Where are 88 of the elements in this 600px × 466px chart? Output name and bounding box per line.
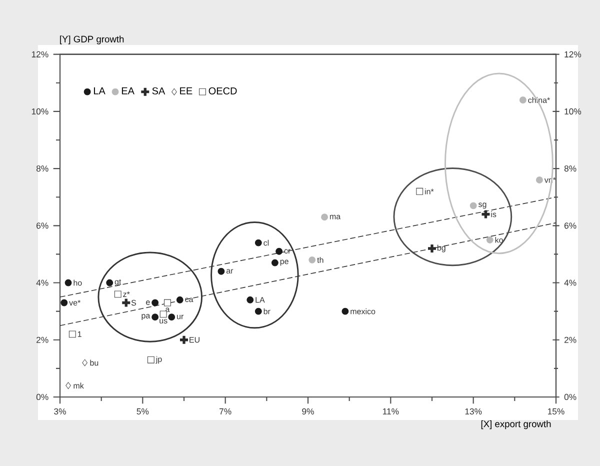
point [160,310,167,318]
x-tick-label: 15% [548,408,564,414]
annotation: EU [190,337,200,343]
y-tick-label: 6% [36,222,48,229]
y-tick-label: 8% [36,165,48,172]
annotation: ve* [69,300,81,306]
point [246,296,254,304]
point [470,202,477,210]
annotation: ko [495,236,503,243]
x-tick-label: 5% [136,408,149,414]
annotation: ur [177,314,184,320]
annotation: cl [264,240,269,246]
point [308,256,316,264]
point [342,308,349,315]
x-tick-label: 11% [382,408,399,414]
point [486,236,494,244]
y2-tick-label: 10% [564,108,582,114]
annotation: pe [280,260,288,266]
y-tick-label: 12% [32,51,48,58]
point [176,296,184,304]
y-tick-label: 2% [36,336,48,343]
annotation: br [264,308,270,314]
annotation: ar [226,269,234,274]
point [218,268,225,275]
point [120,297,132,308]
annotation: e [146,300,150,305]
annotation: sg [478,202,486,209]
point [480,208,492,220]
point [147,356,154,364]
annotation: S [131,300,136,306]
point [152,314,159,320]
annotation: bg [437,244,446,252]
legend-label: EA [122,87,134,94]
y2-tick-label: 6% [564,222,576,229]
annotation: jp [156,356,162,364]
point [271,259,278,266]
annotation: 1 [78,331,82,337]
point [68,330,76,338]
point [152,299,159,306]
legend-label: LA [94,87,106,94]
y-axis-title: [Y] GDP growth [60,36,124,44]
annotation: ma [330,214,341,220]
point [426,243,438,254]
point [114,290,122,298]
point [321,214,328,221]
point [416,188,424,195]
x-tick-label: 9% [302,408,314,414]
point [66,382,71,390]
legend-label: SA [152,87,166,94]
y2-tick-label: 12% [564,51,582,58]
point [164,299,171,306]
annotation: pa [142,314,150,320]
annotation: china* [528,97,550,103]
annotation: ho [74,280,82,286]
annotation: ca [185,298,194,302]
x-tick-label: 7% [220,408,232,414]
y2-tick-label: 0% [564,394,576,400]
point [276,248,283,255]
y-tick-label: 10% [32,108,48,114]
point [519,96,526,104]
point [254,308,262,315]
x-axis-title: [X] export growth [481,420,551,430]
point [106,279,114,286]
x-tick-label: 3% [54,408,66,414]
point [168,314,176,320]
annotation: in* [425,188,434,194]
point [64,279,72,286]
point [82,359,88,366]
point [254,239,262,246]
y2-tick-label: 4% [564,280,576,286]
y2-tick-label: 8% [564,165,576,172]
point [536,176,543,184]
annotation: bu [90,360,98,366]
legend-label: EE [180,87,192,94]
y-tick-label: 0% [36,394,48,400]
annotation: LA [256,297,265,303]
annotation: z* [123,291,130,297]
point [60,299,68,306]
x-tick-label: 13% [465,408,482,414]
annotation: us [160,319,168,324]
annotation: th [317,256,324,263]
point [178,334,190,346]
y-tick-label: 4% [36,280,48,286]
y2-tick-label: 2% [564,336,576,343]
legend-label: OECD [208,87,237,94]
annotation: mk [74,382,84,388]
annotation: mexico [350,308,376,314]
annotation: is [491,211,496,218]
